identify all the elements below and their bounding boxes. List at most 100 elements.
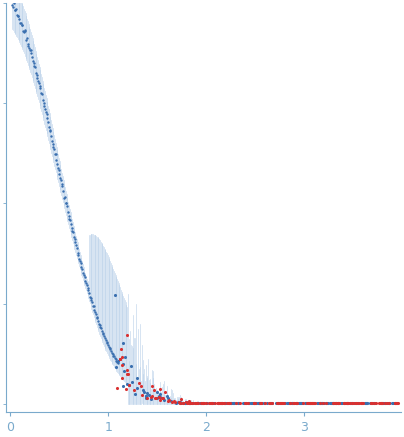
Point <box>84 282 90 289</box>
Point <box>294 400 301 407</box>
Point <box>240 400 246 407</box>
Point <box>140 387 146 394</box>
Point <box>261 400 267 407</box>
Point <box>90 302 96 309</box>
Point <box>379 400 385 407</box>
Point <box>392 400 399 407</box>
Point <box>114 358 120 365</box>
Point <box>9 1 16 8</box>
Point <box>67 221 74 228</box>
Point <box>61 194 68 201</box>
Point <box>275 400 281 407</box>
Point <box>74 249 81 256</box>
Point <box>17 19 24 26</box>
Point <box>329 400 336 407</box>
Point <box>299 400 305 407</box>
Point <box>317 400 324 407</box>
Point <box>92 308 98 315</box>
Point <box>61 194 67 201</box>
Point <box>154 388 160 395</box>
Point <box>311 400 318 407</box>
Point <box>217 400 224 407</box>
Point <box>189 400 195 407</box>
Point <box>182 399 188 406</box>
Point <box>78 264 85 271</box>
Point <box>85 287 92 294</box>
Point <box>103 339 110 346</box>
Point <box>84 284 91 291</box>
Point <box>66 215 73 222</box>
Point <box>58 177 64 184</box>
Point <box>292 400 299 407</box>
Point <box>320 400 327 407</box>
Point <box>195 400 201 407</box>
Point <box>198 400 204 407</box>
Point <box>183 400 190 407</box>
Point <box>194 400 200 407</box>
Point <box>390 400 397 407</box>
Point <box>262 400 268 407</box>
Point <box>290 400 296 407</box>
Point <box>129 379 135 386</box>
Point <box>392 400 399 407</box>
Point <box>248 400 254 407</box>
Point <box>277 400 283 407</box>
Point <box>385 400 392 407</box>
Point <box>187 399 194 406</box>
Point <box>200 399 206 406</box>
Point <box>104 340 111 347</box>
Point <box>182 400 188 407</box>
Point <box>215 400 222 407</box>
Point <box>46 123 52 130</box>
Point <box>109 349 115 356</box>
Point <box>314 400 320 407</box>
Point <box>45 118 51 125</box>
Point <box>352 400 358 407</box>
Point <box>18 21 25 28</box>
Point <box>267 400 274 407</box>
Point <box>349 400 356 407</box>
Point <box>338 400 344 407</box>
Point <box>28 50 35 57</box>
Point <box>216 400 222 407</box>
Point <box>351 400 357 407</box>
Point <box>72 239 79 246</box>
Point <box>369 400 375 407</box>
Point <box>304 400 310 407</box>
Point <box>389 400 396 407</box>
Point <box>368 400 374 407</box>
Point <box>124 331 130 338</box>
Point <box>268 400 274 407</box>
Point <box>93 311 99 318</box>
Point <box>300 400 306 407</box>
Point <box>293 400 299 407</box>
Point <box>67 217 73 224</box>
Point <box>93 313 100 320</box>
Point <box>203 400 210 407</box>
Point <box>306 400 313 407</box>
Point <box>13 5 19 12</box>
Point <box>44 114 50 121</box>
Point <box>251 400 257 407</box>
Point <box>240 400 247 407</box>
Point <box>21 27 28 34</box>
Point <box>344 400 350 407</box>
Point <box>358 400 364 407</box>
Point <box>393 400 400 407</box>
Point <box>186 400 192 407</box>
Point <box>112 355 119 362</box>
Point <box>255 400 261 407</box>
Point <box>190 400 197 407</box>
Point <box>80 269 86 276</box>
Point <box>134 385 140 392</box>
Point <box>363 400 370 407</box>
Point <box>307 400 313 407</box>
Point <box>110 352 117 359</box>
Point <box>143 394 150 401</box>
Point <box>41 102 48 109</box>
Point <box>90 303 97 310</box>
Point <box>377 400 383 407</box>
Point <box>318 400 325 407</box>
Point <box>362 400 368 407</box>
Point <box>117 356 124 363</box>
